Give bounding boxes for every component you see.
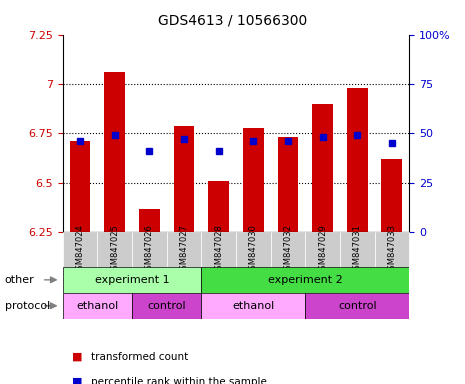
Text: ethanol: ethanol bbox=[76, 301, 119, 311]
Bar bbox=[375, 232, 409, 267]
Bar bbox=[98, 232, 132, 267]
Text: experiment 1: experiment 1 bbox=[95, 275, 169, 285]
Text: ethanol: ethanol bbox=[232, 301, 274, 311]
Text: percentile rank within the sample: percentile rank within the sample bbox=[91, 377, 266, 384]
Bar bbox=[236, 232, 271, 267]
Text: ■: ■ bbox=[72, 377, 83, 384]
Text: GDS4613 / 10566300: GDS4613 / 10566300 bbox=[158, 13, 307, 27]
Bar bbox=[271, 232, 305, 267]
Bar bbox=[70, 141, 91, 232]
Bar bbox=[173, 126, 194, 232]
Bar bbox=[132, 293, 201, 319]
Text: control: control bbox=[338, 301, 377, 311]
Text: GSM847025: GSM847025 bbox=[110, 224, 119, 275]
Text: GSM847030: GSM847030 bbox=[249, 224, 258, 275]
Bar bbox=[381, 159, 402, 232]
Bar bbox=[305, 232, 340, 267]
Bar bbox=[208, 181, 229, 232]
Text: other: other bbox=[5, 275, 34, 285]
Bar bbox=[201, 232, 236, 267]
Bar bbox=[347, 88, 368, 232]
Bar bbox=[132, 232, 166, 267]
Bar bbox=[312, 104, 333, 232]
Bar bbox=[139, 209, 160, 232]
Text: GSM847028: GSM847028 bbox=[214, 224, 223, 275]
Bar bbox=[63, 267, 201, 293]
Text: protocol: protocol bbox=[5, 301, 50, 311]
Bar bbox=[201, 267, 409, 293]
Text: GSM847027: GSM847027 bbox=[179, 224, 188, 275]
Bar bbox=[63, 232, 98, 267]
Bar bbox=[63, 293, 132, 319]
Text: GSM847032: GSM847032 bbox=[284, 224, 292, 275]
Bar bbox=[167, 232, 201, 267]
Text: ■: ■ bbox=[72, 352, 83, 362]
Text: GSM847031: GSM847031 bbox=[353, 224, 362, 275]
Bar bbox=[278, 137, 299, 232]
Bar bbox=[340, 232, 374, 267]
Text: GSM847029: GSM847029 bbox=[318, 224, 327, 275]
Text: GSM847026: GSM847026 bbox=[145, 224, 154, 275]
Text: transformed count: transformed count bbox=[91, 352, 188, 362]
Bar bbox=[243, 127, 264, 232]
Text: GSM847024: GSM847024 bbox=[76, 224, 85, 275]
Text: control: control bbox=[147, 301, 186, 311]
Bar bbox=[305, 293, 409, 319]
Text: GSM847033: GSM847033 bbox=[387, 224, 396, 275]
Bar bbox=[201, 293, 305, 319]
Text: experiment 2: experiment 2 bbox=[268, 275, 343, 285]
Bar bbox=[104, 72, 125, 232]
